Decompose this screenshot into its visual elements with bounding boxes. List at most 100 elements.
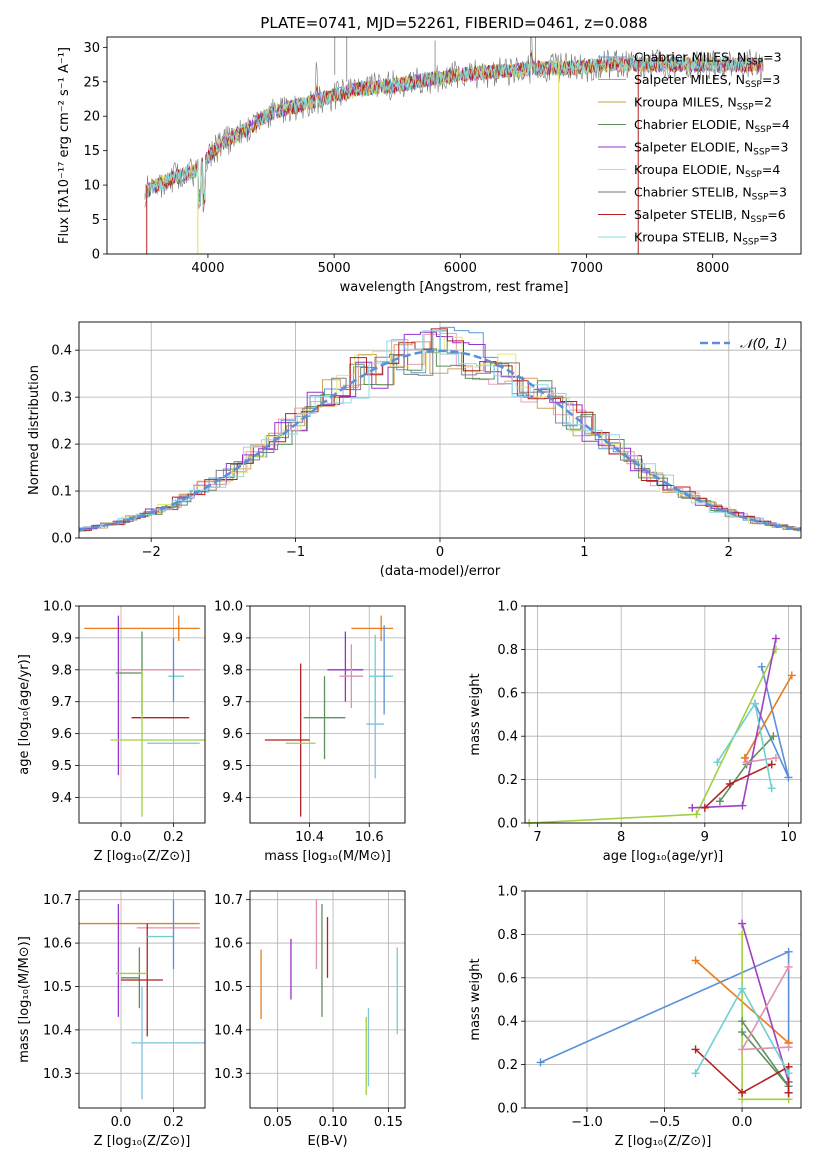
legend-label: Chabrier ELODIE, NSSP=4 <box>634 117 790 135</box>
y-tick-label: 9.8 <box>51 663 72 678</box>
y-tick-label: 9.6 <box>222 727 243 742</box>
y-tick-label: 0 <box>92 248 100 263</box>
axes-frame <box>249 890 406 1109</box>
y-tick-label: 10.4 <box>214 1023 243 1038</box>
x-tick-label: 0.10 <box>319 1115 348 1130</box>
y-tick-label: 30 <box>83 41 100 56</box>
legend-label: Chabrier STELIB, NSSP=3 <box>634 185 787 203</box>
panel-8: −1.0 −0.5 0.0 0.0 0.2 0.4 0.6 0.8 1.0 Z [log₁₀(Z/… <box>468 885 802 1149</box>
legend-label: Kroupa ELODIE, NSSP=4 <box>634 162 780 180</box>
y-tick-label: 9.4 <box>51 791 72 806</box>
x-axis-label: E(B-V) <box>307 1134 347 1149</box>
y-tick-label: 0.3 <box>51 391 72 406</box>
x-tick-label: −2 <box>142 545 161 560</box>
weight-series-2 <box>744 675 793 759</box>
spectrum-series-7 <box>144 37 764 213</box>
y-tick-label: 9.9 <box>51 631 72 646</box>
y-tick-label: 0.1 <box>51 485 72 500</box>
spectrum-lines <box>144 37 764 254</box>
plot-area <box>79 326 801 533</box>
x-tick-label: 7 <box>533 830 541 845</box>
legend: Chabrier MILES, NSSP=3 Salpeter MILES, NS… <box>598 50 790 248</box>
y-tick-label: 1.0 <box>497 600 518 615</box>
panel-2: −2 −1 0 1 2 0.0 0.1 0.2 0.3 0.4 (data-model)/error… <box>27 321 802 579</box>
y-tick-label: 10.0 <box>43 600 72 615</box>
x-tick-label: −1.0 <box>571 1115 603 1130</box>
legend-label: Kroupa STELIB, NSSP=3 <box>634 230 778 248</box>
x-tick-label: 8000 <box>696 261 729 276</box>
y-tick-label: 10.7 <box>43 893 72 908</box>
y-axis-label: mass weight <box>468 673 483 755</box>
y-tick-label: 9.6 <box>51 727 72 742</box>
panel-5: 7 8 9 10 0.0 0.2 0.4 0.6 0.8 1.0 age [log₁₀(age/yr… <box>468 600 802 864</box>
y-axis-label: Normed distribution <box>27 365 42 495</box>
legend-label: Salpeter STELIB, NSSP=6 <box>634 207 786 225</box>
weight-series-7 <box>704 763 773 809</box>
y-tick-label: 10.5 <box>43 980 72 995</box>
x-tick-label: 2 <box>725 545 733 560</box>
y-tick-label: 9.4 <box>222 791 243 806</box>
plot-area <box>260 899 398 1095</box>
x-axis-label: mass [log₁₀(M/M⊙)] <box>264 849 391 864</box>
axes-frame <box>78 605 206 824</box>
legend-label: 𝒩(0, 1) <box>740 337 787 352</box>
x-tick-label: 6000 <box>444 261 477 276</box>
x-axis-label: Z [log₁₀(Z/Z⊙)] <box>615 1134 712 1149</box>
y-tick-label: 9.7 <box>222 695 243 710</box>
y-tick-label: 9.9 <box>222 631 243 646</box>
axes-frame <box>524 890 802 1109</box>
y-tick-label: 10 <box>83 179 100 194</box>
x-axis-label: age [log₁₀(age/yr)] <box>603 849 724 864</box>
y-tick-label: 10.6 <box>43 937 72 952</box>
plot-area <box>79 899 205 1100</box>
y-axis-label: Flux [fλ10⁻¹⁷ erg cm⁻² s⁻¹ A⁻¹] <box>57 47 72 244</box>
x-tick-label: 4000 <box>191 261 224 276</box>
panel-7: 0.05 0.10 0.15 10.3 10.4 10.5 10.6 10.7 E(B-V) <box>214 890 406 1149</box>
y-axis-label: age [log₁₀(age/yr)] <box>17 654 32 775</box>
x-tick-label: 5000 <box>318 261 351 276</box>
weight-series-6 <box>746 757 777 763</box>
legend-label: Chabrier MILES, NSSP=3 <box>634 50 782 68</box>
y-tick-label: 0.0 <box>497 1102 518 1117</box>
x-tick-label: 1 <box>580 545 588 560</box>
histograms <box>79 326 801 533</box>
x-axis-label: wavelength [Angstrom, rest frame] <box>340 280 569 295</box>
x-tick-label: 0.2 <box>163 1115 184 1130</box>
y-tick-label: 0.8 <box>497 643 518 658</box>
y-tick-label: 20 <box>83 110 100 125</box>
x-axis-label: (data-model)/error <box>380 564 501 579</box>
plot-area <box>264 615 394 817</box>
legend-label: Kroupa MILES, NSSP=2 <box>634 95 772 113</box>
y-tick-label: 0.4 <box>51 344 72 359</box>
y-tick-label: 0.4 <box>497 730 518 745</box>
y-tick-label: 15 <box>83 144 100 159</box>
histogram-series-6 <box>79 336 801 532</box>
y-tick-label: 0.6 <box>497 971 518 986</box>
panel-4: 10.4 10.6 9.4 9.5 9.6 9.7 9.8 9.9 10.0 mass [log₁… <box>214 600 406 864</box>
panel-3: 0.0 0.2 9.4 9.5 9.6 9.7 9.8 9.9 10.0 Z [log₁₀(Z/Z… <box>17 600 206 864</box>
x-tick-label: 0.0 <box>732 1115 753 1130</box>
legend-label: Salpeter ELODIE, NSSP=3 <box>634 140 788 158</box>
x-tick-label: 10.6 <box>355 830 384 845</box>
y-tick-label: 0.0 <box>497 817 518 832</box>
axes-frame <box>249 605 406 824</box>
y-tick-label: 9.5 <box>51 759 72 774</box>
legend-label: Salpeter MILES, NSSP=3 <box>634 72 780 90</box>
x-axis-label: Z [log₁₀(Z/Z⊙)] <box>94 849 191 864</box>
x-tick-label: −1 <box>286 545 305 560</box>
y-tick-label: 0.2 <box>51 438 72 453</box>
chart-title: PLATE=0741, MJD=52261, FIBERID=0461, z=0… <box>260 14 647 32</box>
panel-6: 0.0 0.2 10.3 10.4 10.5 10.6 10.7 Z [log₁₀(Z/Z⊙)… <box>17 890 206 1149</box>
y-tick-label: 10.3 <box>214 1067 243 1082</box>
x-tick-label: 0.2 <box>163 830 184 845</box>
y-tick-label: 10.3 <box>43 1067 72 1082</box>
histogram-series-9 <box>79 330 801 532</box>
weight-series-3 <box>741 934 789 1101</box>
y-tick-label: 10.6 <box>214 937 243 952</box>
y-tick-label: 9.8 <box>222 663 243 678</box>
y-tick-label: 0.8 <box>497 928 518 943</box>
x-tick-label: 9 <box>701 830 709 845</box>
x-tick-label: 7000 <box>570 261 603 276</box>
y-tick-label: 10.5 <box>214 980 243 995</box>
y-tick-label: 0.2 <box>497 1058 518 1073</box>
